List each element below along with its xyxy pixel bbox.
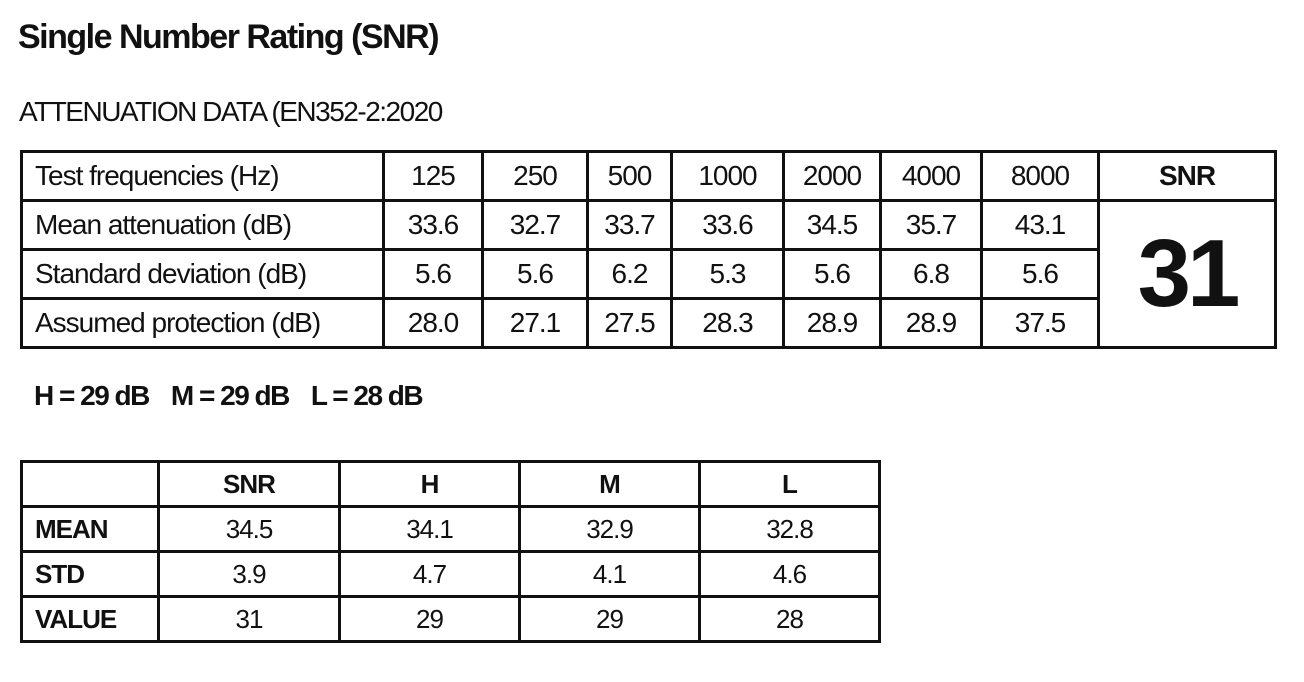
hml-item: H = 29 dB [34, 380, 150, 411]
cell: 5.6 [481, 248, 589, 300]
cell: 43.1 [980, 199, 1100, 251]
cell: 33.6 [382, 199, 484, 251]
cell: 28 [698, 595, 881, 643]
header-cell: L [698, 460, 881, 508]
title: Single Number Rating (SNR) [18, 18, 440, 56]
row-label: VALUE [20, 595, 160, 643]
cell: 5.6 [980, 248, 1100, 300]
header-row: SNR H M L [20, 460, 881, 508]
subtitle: ATTENUATION DATA (EN352-2:2020 [19, 96, 443, 127]
header-row: Test frequencies (Hz) 125 250 500 1000 2000 40… [20, 150, 1277, 202]
snr-value: 31 [1097, 199, 1277, 349]
cell: 28.9 [879, 297, 983, 349]
cell: 6.8 [879, 248, 983, 300]
header-cell: Test frequencies (Hz) [20, 150, 385, 202]
header-cell: SNR [1097, 150, 1277, 202]
cell: 31 [157, 595, 341, 643]
hml-item: L = 28 dB [310, 380, 424, 411]
row-label: Assumed protection (dB) [20, 297, 385, 349]
cell: 29 [338, 595, 521, 643]
summary-table: SNR H M L MEAN 34.5 34.1 32.9 32.8 STD 3.9 4.7 4.1 4.… [20, 460, 881, 643]
cell: 32.8 [698, 505, 881, 553]
cell: 32.7 [481, 199, 589, 251]
header-cell: 250 [481, 150, 589, 202]
data-row: Mean attenuation (dB) 33.6 32.7 33.7 33.6 34.… [20, 199, 1277, 349]
cell: 34.1 [338, 505, 521, 553]
cell: 34.5 [782, 199, 882, 251]
cell: 28.3 [670, 297, 785, 349]
cell: 27.1 [481, 297, 589, 349]
header-cell: H [338, 460, 521, 508]
header-cell: M [518, 460, 701, 508]
header-cell: 8000 [980, 150, 1100, 202]
cell: 29 [518, 595, 701, 643]
cell: 6.2 [586, 248, 673, 300]
cell: 34.5 [157, 505, 341, 553]
cell: 4.7 [338, 550, 521, 598]
data-row: MEAN 34.5 34.1 32.9 32.8 [20, 505, 881, 553]
cell: 37.5 [980, 297, 1100, 349]
cell: 5.3 [670, 248, 785, 300]
cell: 5.6 [382, 248, 484, 300]
row-label: Standard deviation (dB) [20, 248, 385, 300]
cell: 3.9 [157, 550, 341, 598]
hml-item: M = 29 dB [170, 380, 290, 411]
data-row: VALUE 31 29 29 28 [20, 595, 881, 643]
header-cell: SNR [157, 460, 341, 508]
cell: 28.0 [382, 297, 484, 349]
row-label: MEAN [20, 505, 160, 553]
cell: 4.6 [698, 550, 881, 598]
data-row: Assumed protection (dB) 28.0 27.1 27.5 28.3 2… [20, 297, 1276, 349]
data-row: STD 3.9 4.7 4.1 4.6 [20, 550, 881, 598]
cell: 28.9 [782, 297, 882, 349]
cell: 33.7 [586, 199, 673, 251]
header-cell: 125 [382, 150, 484, 202]
corner-cell [20, 460, 160, 508]
header-cell: 2000 [782, 150, 882, 202]
cell: 5.6 [782, 248, 882, 300]
cell: 27.5 [586, 297, 673, 349]
attenuation-table: Test frequencies (Hz) 125 250 500 1000 2000 40… [20, 150, 1277, 349]
row-label: Mean attenuation (dB) [20, 199, 385, 251]
row-label: STD [20, 550, 160, 598]
header-cell: 4000 [879, 150, 983, 202]
header-cell: 500 [586, 150, 673, 202]
cell: 33.6 [670, 199, 785, 251]
hml-line: H = 29 dB M = 29 dB L = 28 dB [34, 380, 444, 412]
cell: 4.1 [518, 550, 701, 598]
header-cell: 1000 [670, 150, 785, 202]
cell: 35.7 [879, 199, 983, 251]
cell: 32.9 [518, 505, 701, 553]
data-row: Standard deviation (dB) 5.6 5.6 6.2 5.3 5.6 6.… [20, 248, 1276, 300]
